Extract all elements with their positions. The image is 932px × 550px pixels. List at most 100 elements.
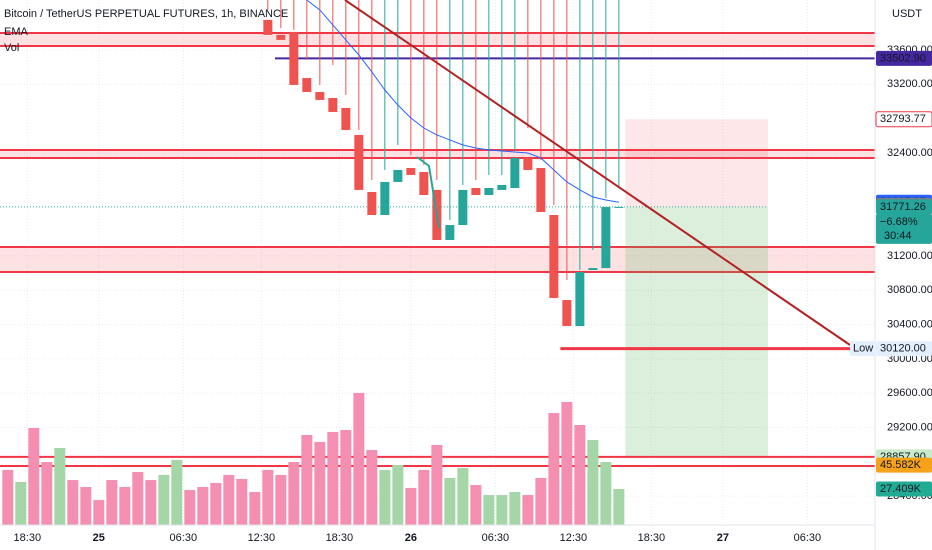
volume-bar xyxy=(314,441,326,525)
volume-bar xyxy=(327,431,339,525)
volume-bar xyxy=(301,434,313,525)
x-tick-label: 25 xyxy=(93,532,105,544)
candle-body xyxy=(445,225,455,240)
candle-body xyxy=(484,187,494,196)
stop-zone xyxy=(625,119,768,207)
volume-bar xyxy=(353,392,365,525)
price-badge xyxy=(876,50,932,66)
candle-body xyxy=(458,189,468,226)
volume-bar xyxy=(158,474,170,525)
volume-bar xyxy=(106,480,118,525)
candle-body xyxy=(289,31,299,85)
candle-body xyxy=(562,300,572,327)
y-tick-label: 33200.00 xyxy=(887,78,932,90)
volume-bar xyxy=(288,462,300,525)
x-tick-label: 18:30 xyxy=(638,532,666,544)
price-badge xyxy=(876,457,932,473)
x-tick-label: 12:30 xyxy=(248,532,276,544)
candle-body xyxy=(354,134,364,190)
volume-bar xyxy=(2,469,14,525)
volume-bar xyxy=(561,401,573,525)
candle-body xyxy=(549,215,559,298)
volume-bar xyxy=(41,462,53,525)
volume-bar xyxy=(535,477,547,525)
y-tick-label: 30400.00 xyxy=(887,318,932,330)
volume-bar xyxy=(379,469,391,525)
candle-body xyxy=(393,169,403,182)
candle-body xyxy=(588,268,598,271)
volume-bar xyxy=(54,447,66,525)
low-tag-label: Low xyxy=(853,343,873,355)
currency[interactable]: USDT xyxy=(892,8,922,20)
volume-bar xyxy=(444,477,456,525)
volume-bar xyxy=(405,487,417,525)
volume-bar xyxy=(249,492,261,525)
y-tick-label: 29600.00 xyxy=(887,387,932,399)
volume-bar xyxy=(236,479,248,525)
volume-bar xyxy=(509,492,521,525)
price-badge xyxy=(876,481,932,497)
axes: 33600.0033200.0032400.0031200.0030800.00… xyxy=(14,44,932,544)
candle-body xyxy=(536,167,546,213)
drawings xyxy=(0,31,875,467)
x-tick-label: 18:30 xyxy=(14,532,42,544)
grid xyxy=(0,0,875,525)
volume-bar xyxy=(366,449,378,525)
y-tick-label: 29200.00 xyxy=(887,421,932,433)
price-badge xyxy=(876,199,932,215)
x-tick-label: 06:30 xyxy=(482,532,510,544)
volume-bar xyxy=(132,472,144,525)
candle-body xyxy=(406,167,416,175)
candle-body xyxy=(575,271,585,327)
price-badge xyxy=(876,341,932,357)
volume-bar xyxy=(184,490,196,525)
volume-bar xyxy=(587,439,599,525)
volume-bar xyxy=(80,487,92,525)
volume-bar xyxy=(171,459,183,525)
volume-bar xyxy=(574,424,586,525)
candle-body xyxy=(315,91,325,100)
volume-bar xyxy=(119,487,131,525)
candle-body xyxy=(341,107,351,130)
price-badge-label: 30120.00 xyxy=(880,343,926,355)
price-badge xyxy=(875,111,932,128)
price-badge-label: 33502.90 xyxy=(880,52,926,64)
candle-body xyxy=(328,97,338,112)
volume-bar xyxy=(93,500,105,525)
volume-bar xyxy=(275,474,287,525)
price-badge xyxy=(876,213,932,244)
y-tick-label: 31200.00 xyxy=(887,250,932,262)
candle-body xyxy=(367,192,377,216)
x-tick-label: 06:30 xyxy=(794,532,822,544)
volume-bar xyxy=(145,480,157,525)
x-tick-label: 27 xyxy=(717,532,729,544)
x-tick-label: 18:30 xyxy=(326,532,354,544)
volume-bar xyxy=(470,485,482,525)
y-tick-label: 30800.00 xyxy=(887,284,932,296)
volume-bar xyxy=(28,428,40,525)
volume-bar xyxy=(613,488,625,525)
volume-bar xyxy=(197,487,209,525)
candle-body xyxy=(263,19,273,35)
change-label: −6.68% xyxy=(880,216,918,228)
price-badge-label: 31771.26 xyxy=(880,201,926,213)
volume-bar xyxy=(496,495,508,525)
trend-line xyxy=(344,0,851,346)
candle-body xyxy=(523,157,533,170)
candle-body xyxy=(601,207,611,269)
x-tick-label: 26 xyxy=(405,532,417,544)
volume-bar xyxy=(418,469,430,525)
zone xyxy=(0,149,875,158)
series xyxy=(2,0,625,525)
volume-bar xyxy=(431,444,443,525)
price-badge-label: 45.582K xyxy=(880,459,922,471)
price-badge-label: 27.409K xyxy=(880,483,922,495)
volume-bar xyxy=(210,482,222,525)
ema-line xyxy=(306,0,619,203)
indicator-name: EMA xyxy=(4,26,29,38)
volume-bar xyxy=(340,429,352,525)
low-tag xyxy=(850,341,875,357)
zone xyxy=(0,32,875,46)
candle-body xyxy=(497,184,507,190)
